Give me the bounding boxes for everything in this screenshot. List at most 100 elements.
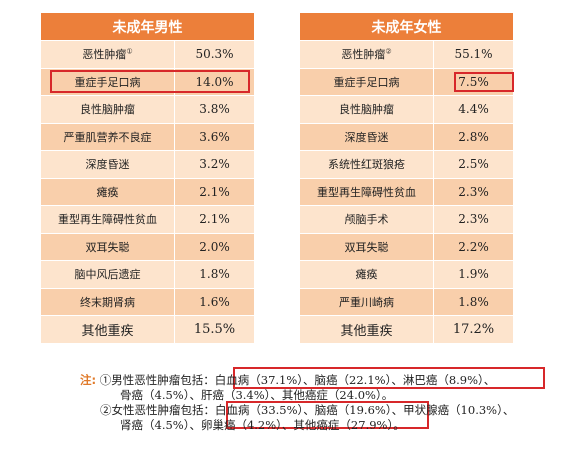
highlight-female-cancer-breakdown [226,401,429,429]
row-disease-name: 严重川崎病 [299,287,434,316]
row-percentage: 50.3% [174,40,255,69]
row-disease-name: 重型再生障碍性贫血 [299,177,434,206]
highlight-male-cancer-breakdown [233,367,545,389]
row-percentage: 2.8% [433,122,514,151]
row-percentage: 3.2% [174,150,255,179]
row-percentage: 14.0% [174,67,255,96]
row-percentage: 2.2% [433,232,514,261]
row-percentage: 2.5% [433,150,514,179]
disease-label: 严重川崎病 [339,295,394,309]
disease-label: 重症手足口病 [333,75,400,89]
disease-label: 深度昏迷 [85,158,130,172]
footnote-male-1: 注: ①男性恶性肿瘤包括：白血病（37.1%）、脑癌（22.1%）、淋巴癌（8.… [80,373,570,388]
highlight-female-hfmd-value [454,72,514,92]
table-row: 良性脑肿瘤 3.8% [40,95,255,124]
row-disease-name: 重症手足口病 [299,67,434,96]
footnote-label: 注: [80,373,97,387]
row-percentage: 1.8% [174,260,255,289]
disease-label: 恶性肿瘤 [341,48,386,62]
row-percentage: 2.3% [433,205,514,234]
row-disease-name: 瘫痪 [40,177,175,206]
row-percentage: 55.1% [433,40,514,69]
table-row: 双耳失聪 2.2% [299,232,514,261]
table-row: 严重川崎病 1.8% [299,287,514,316]
table-row: 其他重疾 15.5% [40,315,255,344]
row-percentage: 2.1% [174,205,255,234]
row-disease-name: 重型再生障碍性贫血 [40,205,175,234]
table-row: 脑中风后遗症 1.8% [40,260,255,289]
disease-label: 重型再生障碍性贫血 [317,185,416,199]
male-table: 未成年男性 恶性肿瘤① 50.3% 重症手足口病 14.0% 良性脑肿瘤 3.8% 严重肌营… [40,12,255,344]
highlight-male-hfmd [50,70,250,93]
table-row: 深度昏迷 2.8% [299,122,514,151]
row-percentage: 15.5% [174,315,255,344]
footnote-mark: ① [126,47,133,56]
row-disease-name: 恶性肿瘤① [40,40,175,69]
table-row: 系统性红斑狼疮 2.5% [299,150,514,179]
footnote-male-line1: ①男性恶性肿瘤包括：白血病（37.1%）、脑癌（22.1%）、淋巴癌（8.9%）… [99,373,496,387]
row-disease-name: 终末期肾病 [40,287,175,316]
table-row: 恶性肿瘤② 55.1% [299,40,514,69]
table-row: 瘫痪 2.1% [40,177,255,206]
disease-label: 瘫痪 [355,268,378,282]
disease-label: 系统性红斑狼疮 [328,158,405,172]
table-row: 双耳失聪 2.0% [40,232,255,261]
disease-label: 重型再生障碍性贫血 [58,213,157,227]
disease-label: 重症手足口病 [74,75,141,89]
row-percentage: 3.6% [174,122,255,151]
row-disease-name: 良性脑肿瘤 [299,95,434,124]
female-table-title: 未成年女性 [299,12,514,41]
footnotes: 注: ①男性恶性肿瘤包括：白血病（37.1%）、脑癌（22.1%）、淋巴癌（8.… [80,373,570,433]
footnote-mark: ② [385,47,392,56]
disease-label: 终末期肾病 [80,295,135,309]
female-table: 未成年女性 恶性肿瘤② 55.1% 重症手足口病 7.5% 良性脑肿瘤 4.4% 深度昏迷 2… [299,12,514,344]
row-disease-name: 深度昏迷 [40,150,175,179]
table-row: 重型再生障碍性贫血 2.3% [299,177,514,206]
disease-label: 双耳失聪 [85,240,130,254]
disease-label: 瘫痪 [96,185,119,199]
row-disease-name: 其他重疾 [299,315,434,344]
row-percentage: 4.4% [433,95,514,124]
disease-label: 严重肌营养不良症 [63,130,152,144]
disease-label: 其他重疾 [340,323,393,339]
table-row: 重型再生障碍性贫血 2.1% [40,205,255,234]
table-row: 其他重疾 17.2% [299,315,514,344]
disease-label: 脑中风后遗症 [74,268,141,282]
row-percentage: 1.8% [433,287,514,316]
table-row: 恶性肿瘤① 50.3% [40,40,255,69]
disease-label: 其他重疾 [81,323,134,339]
row-disease-name: 颅脑手术 [299,205,434,234]
disease-label: 恶性肿瘤 [82,48,127,62]
row-disease-name: 恶性肿瘤② [299,40,434,69]
male-table-title: 未成年男性 [40,12,255,41]
row-percentage: 17.2% [433,315,514,344]
row-percentage: 1.6% [174,287,255,316]
row-percentage: 2.3% [433,177,514,206]
row-disease-name: 严重肌营养不良症 [40,122,175,151]
disease-label: 良性脑肿瘤 [339,103,394,117]
row-disease-name: 深度昏迷 [299,122,434,151]
footnote-female-2: 肾癌（4.5%）、卵巢癌（4.2%）、其他癌症（27.9%）。 [120,418,405,432]
row-disease-name: 其他重疾 [40,315,175,344]
disease-label: 良性脑肿瘤 [80,103,135,117]
table-row: 严重肌营养不良症 3.6% [40,122,255,151]
table-row: 颅脑手术 2.3% [299,205,514,234]
row-disease-name: 双耳失聪 [40,232,175,261]
row-percentage: 2.1% [174,177,255,206]
row-percentage: 3.8% [174,95,255,124]
disease-label: 双耳失聪 [344,240,389,254]
row-percentage: 1.9% [433,260,514,289]
footnote-female-1: ②女性恶性肿瘤包括：白血病（33.5%）、脑癌（19.6%）、甲状腺癌（10.3… [100,403,515,417]
table-row: 瘫痪 1.9% [299,260,514,289]
row-disease-name: 良性脑肿瘤 [40,95,175,124]
table-row: 良性脑肿瘤 4.4% [299,95,514,124]
row-disease-name: 瘫痪 [299,260,434,289]
table-row: 深度昏迷 3.2% [40,150,255,179]
table-row: 终末期肾病 1.6% [40,287,255,316]
row-disease-name: 脑中风后遗症 [40,260,175,289]
disease-label: 深度昏迷 [344,130,389,144]
footnote-male-2: 骨癌（4.5%）、肝癌（3.4%）、其他癌症（24.0%）。 [120,388,394,402]
row-disease-name: 系统性红斑狼疮 [299,150,434,179]
row-disease-name: 双耳失聪 [299,232,434,261]
disease-label: 颅脑手术 [344,213,389,227]
